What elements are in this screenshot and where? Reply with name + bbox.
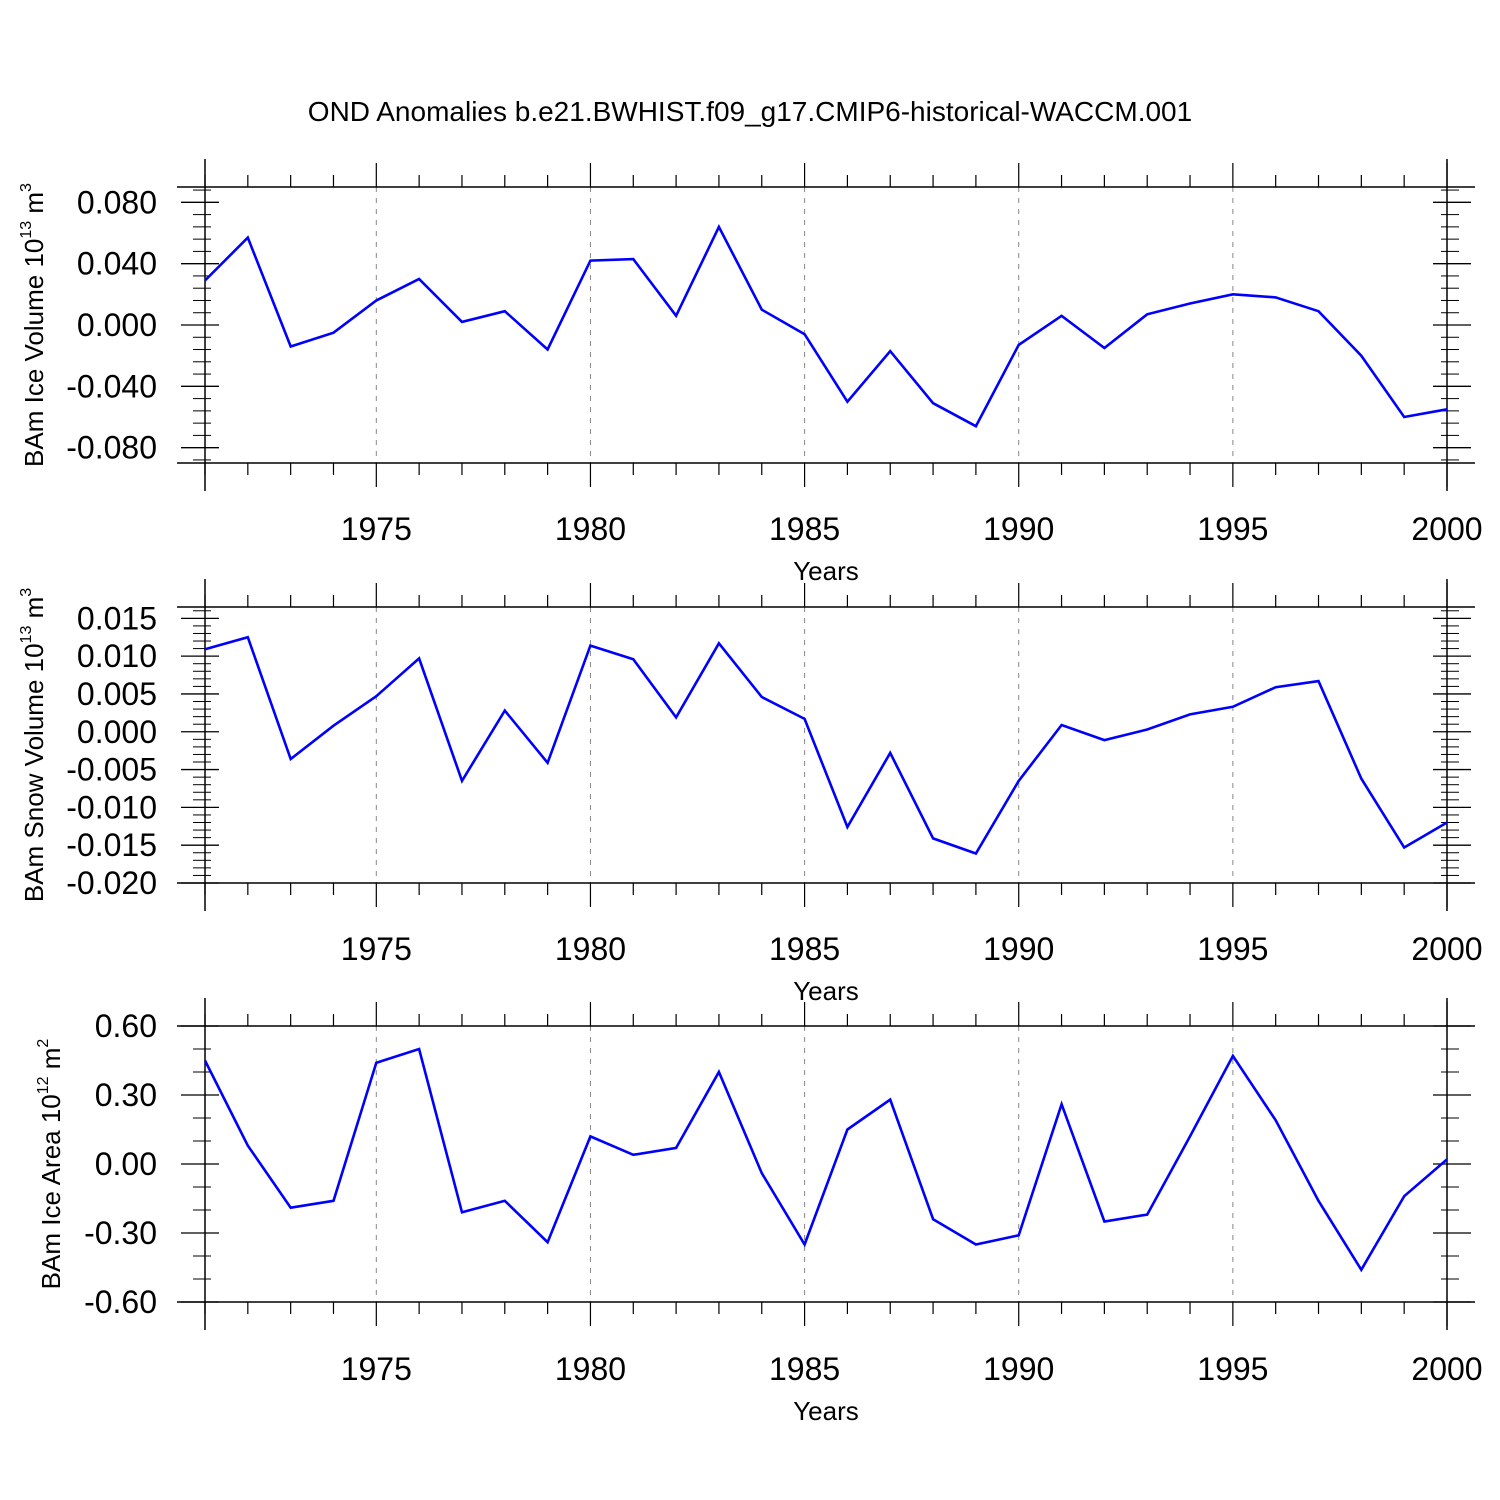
- panel-ice-area: -0.60 -0.30 0.00 0.30 0.60 1975 1980 1985 1990 19…: [35, 998, 1483, 1426]
- y-tick-label: -0.015: [66, 827, 157, 863]
- y-tick-label: -0.020: [66, 865, 157, 901]
- y-tick-label: 0.00: [95, 1146, 157, 1182]
- y-tick-label: 0.010: [77, 638, 157, 674]
- x-axis-title: Years: [793, 556, 859, 586]
- x-tick-label: 1980: [555, 511, 626, 547]
- series-line: [204, 635, 1448, 856]
- x-tick-label: 1975: [341, 931, 412, 967]
- y-axis-title-unit: m: [36, 1048, 66, 1077]
- panel-ice-volume: -0.080 -0.040 0.000 0.040 0.080 1975 1980 1985 1…: [18, 159, 1483, 586]
- y-tick-label: 0.040: [77, 246, 157, 282]
- x-tick-label: 1990: [983, 511, 1054, 547]
- x-tick-label: 1995: [1197, 1351, 1268, 1387]
- y-tick-label: 0.005: [77, 676, 157, 712]
- x-tick-label: 1995: [1197, 931, 1268, 967]
- x-tick-label: 2000: [1411, 1351, 1482, 1387]
- y-tick-label: -0.040: [66, 368, 157, 404]
- x-tick-label: 1990: [983, 931, 1054, 967]
- x-tick-label: 2000: [1411, 511, 1482, 547]
- x-tick-label: 1995: [1197, 511, 1268, 547]
- y-tick-label: 0.015: [77, 600, 157, 636]
- x-tick-label: 1980: [555, 1351, 626, 1387]
- y-axis-title-unit-exponent: 3: [18, 588, 35, 597]
- y-axis-title-exponent: 13: [18, 221, 35, 239]
- y-tick-label: -0.005: [66, 752, 157, 788]
- y-axis-title-text: BAm Ice Volume 10: [19, 239, 49, 467]
- y-axis-title-unit-exponent: 3: [18, 183, 35, 192]
- panel-snow-volume: -0.020-0.015-0.010-0.0050.0000.0050.0100…: [18, 579, 1483, 1006]
- x-tick-label: 1985: [769, 511, 840, 547]
- y-tick-label: 0.30: [95, 1077, 157, 1113]
- x-tick-label: 1990: [983, 1351, 1054, 1387]
- y-tick-label: -0.010: [66, 789, 157, 825]
- x-tick-label: 2000: [1411, 931, 1482, 967]
- y-axis-title-unit: m: [19, 192, 49, 221]
- y-axis-title-unit: m: [19, 597, 49, 626]
- y-axis-title: BAm Ice Area 1012 m2: [35, 1039, 66, 1290]
- x-axis-title: Years: [793, 976, 859, 1006]
- y-axis-title-text: BAm Ice Area 10: [36, 1094, 66, 1289]
- y-tick-label: 0.000: [77, 714, 157, 750]
- x-tick-label: 1980: [555, 931, 626, 967]
- series-line: [204, 223, 1448, 428]
- x-axis-title: Years: [793, 1396, 859, 1426]
- y-axis-title-unit-exponent: 2: [35, 1039, 52, 1048]
- y-tick-label: -0.080: [66, 430, 157, 466]
- y-axis-title: BAm Ice Volume 1013 m3: [18, 183, 49, 467]
- y-axis-title: BAm Snow Volume 1013 m3: [18, 588, 49, 902]
- y-tick-label: 0.000: [77, 307, 157, 343]
- x-tick-label: 1985: [769, 931, 840, 967]
- y-tick-label: 0.60: [95, 1008, 157, 1044]
- y-tick-label: -0.60: [84, 1284, 157, 1320]
- y-axis-title-exponent: 13: [18, 626, 35, 644]
- y-tick-label: 0.080: [77, 184, 157, 220]
- chart-title: OND Anomalies b.e21.BWHIST.f09_g17.CMIP6…: [307, 96, 1193, 127]
- y-axis-title-exponent: 12: [35, 1076, 52, 1094]
- x-tick-label: 1985: [769, 1351, 840, 1387]
- y-tick-label: -0.30: [84, 1215, 157, 1251]
- y-axis-title-text: BAm Snow Volume 10: [19, 643, 49, 902]
- x-tick-label: 1975: [341, 1351, 412, 1387]
- series-line: [203, 1047, 1448, 1273]
- x-tick-label: 1975: [341, 511, 412, 547]
